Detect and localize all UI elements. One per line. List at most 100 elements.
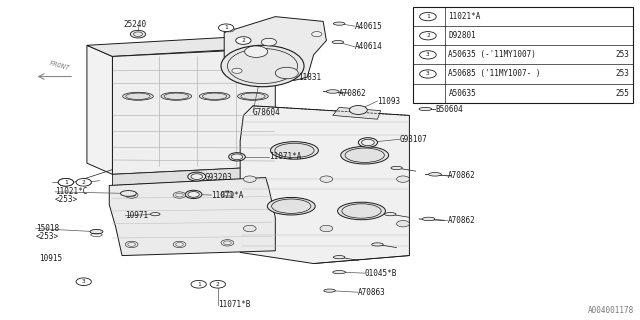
Text: 11831: 11831 <box>298 73 321 82</box>
Text: A40614: A40614 <box>355 42 383 52</box>
Circle shape <box>131 30 146 38</box>
Circle shape <box>224 27 234 32</box>
Text: 2: 2 <box>426 33 430 38</box>
Ellipse shape <box>237 92 268 100</box>
Ellipse shape <box>81 279 91 283</box>
Text: D92801: D92801 <box>449 31 476 40</box>
Circle shape <box>236 37 251 44</box>
Polygon shape <box>87 45 113 174</box>
Text: 2: 2 <box>241 38 245 43</box>
Ellipse shape <box>161 92 191 100</box>
Text: 11071*A: 11071*A <box>269 152 301 161</box>
Ellipse shape <box>372 243 383 246</box>
Circle shape <box>125 241 138 248</box>
Circle shape <box>320 176 333 182</box>
Text: A50685 ('11MY1007- ): A50685 ('11MY1007- ) <box>449 69 541 78</box>
Ellipse shape <box>422 217 435 221</box>
Text: 3: 3 <box>426 52 430 57</box>
Text: A004001178: A004001178 <box>588 306 634 315</box>
Text: G93203: G93203 <box>205 173 233 182</box>
Circle shape <box>244 46 268 57</box>
Ellipse shape <box>340 147 388 164</box>
Ellipse shape <box>212 283 223 286</box>
Text: A70863: A70863 <box>358 288 386 297</box>
Text: 11093: 11093 <box>378 97 401 106</box>
Circle shape <box>349 106 367 115</box>
Circle shape <box>76 179 92 186</box>
Text: <253>: <253> <box>36 232 59 241</box>
Ellipse shape <box>419 108 432 111</box>
Circle shape <box>243 225 256 232</box>
Circle shape <box>79 179 92 186</box>
Text: A70862: A70862 <box>448 216 476 225</box>
Circle shape <box>228 153 245 161</box>
Circle shape <box>218 24 234 32</box>
Text: 10971: 10971 <box>125 211 148 220</box>
Text: 1: 1 <box>426 14 430 19</box>
Text: 11071*A: 11071*A <box>211 190 244 200</box>
Text: 3: 3 <box>426 71 430 76</box>
Circle shape <box>420 51 436 59</box>
Text: 3: 3 <box>82 279 86 284</box>
Text: <253>: <253> <box>55 195 78 204</box>
Ellipse shape <box>333 256 345 259</box>
Ellipse shape <box>199 92 230 100</box>
FancyBboxPatch shape <box>413 7 633 103</box>
Polygon shape <box>109 178 275 256</box>
Ellipse shape <box>123 92 154 100</box>
Text: FRONT: FRONT <box>49 60 70 71</box>
Text: A50635: A50635 <box>449 89 476 98</box>
Circle shape <box>185 190 202 198</box>
Circle shape <box>420 32 436 40</box>
Text: G93107: G93107 <box>400 135 428 144</box>
Circle shape <box>58 179 74 186</box>
Text: 11021*A: 11021*A <box>449 12 481 21</box>
Ellipse shape <box>333 22 345 25</box>
Ellipse shape <box>332 41 344 44</box>
Text: 25240: 25240 <box>124 20 147 29</box>
Circle shape <box>58 179 74 186</box>
Polygon shape <box>87 36 282 56</box>
Circle shape <box>221 45 304 87</box>
Polygon shape <box>224 17 326 80</box>
Text: 2: 2 <box>82 180 86 185</box>
Circle shape <box>243 176 256 182</box>
Circle shape <box>221 240 234 246</box>
Circle shape <box>210 280 225 288</box>
Circle shape <box>275 67 298 79</box>
Circle shape <box>312 32 322 37</box>
Ellipse shape <box>385 212 396 216</box>
Text: 01045*B: 01045*B <box>365 268 397 278</box>
Text: A50635 (-'11MY1007): A50635 (-'11MY1007) <box>449 50 536 59</box>
Text: 1: 1 <box>196 282 200 287</box>
Circle shape <box>358 138 378 147</box>
Circle shape <box>397 220 410 227</box>
Text: 11071*B: 11071*B <box>218 300 250 309</box>
Text: 253: 253 <box>615 69 629 78</box>
Circle shape <box>420 12 436 21</box>
Text: B50604: B50604 <box>435 105 463 114</box>
Circle shape <box>261 38 276 46</box>
Ellipse shape <box>337 202 385 220</box>
Text: A40615: A40615 <box>355 22 383 31</box>
Polygon shape <box>113 166 275 186</box>
Circle shape <box>188 172 205 181</box>
Circle shape <box>397 176 410 182</box>
Polygon shape <box>333 108 381 119</box>
Text: 253: 253 <box>615 50 629 59</box>
Ellipse shape <box>324 289 335 292</box>
Text: 2: 2 <box>216 282 220 287</box>
Text: A70862: A70862 <box>339 89 367 98</box>
Circle shape <box>232 68 242 73</box>
Text: G78604: G78604 <box>253 108 281 117</box>
Polygon shape <box>240 106 410 264</box>
Polygon shape <box>113 49 275 174</box>
Circle shape <box>191 280 206 288</box>
Text: 1: 1 <box>64 180 68 185</box>
Ellipse shape <box>193 282 204 285</box>
Text: A70862: A70862 <box>448 172 476 180</box>
Circle shape <box>173 192 186 198</box>
Text: 1: 1 <box>224 25 228 30</box>
Ellipse shape <box>326 90 339 93</box>
Ellipse shape <box>429 172 442 176</box>
